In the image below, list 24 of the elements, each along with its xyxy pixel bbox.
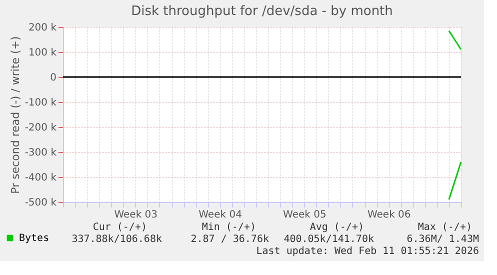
- text: 6.36M/ 1.43M: [406, 234, 479, 245]
- text: 2.87 / 36.76k: [190, 234, 269, 245]
- text: Last update: Wed Feb 11 01:55:21 2026: [256, 246, 479, 257]
- text: Cur (-/+): [92, 222, 147, 233]
- y-tick-label: -100 k: [24, 98, 57, 108]
- chart-title: Disk throughput for /dev/sda - by month: [131, 4, 393, 19]
- x-tick-label: Week 04: [198, 210, 242, 220]
- y-tick-label: 0: [50, 72, 56, 84]
- x-tick-label: Week 05: [283, 210, 326, 220]
- text: Min (-/+): [202, 222, 256, 233]
- text: 337.88k/106.68k: [72, 234, 162, 245]
- x-tick-label: Week 06: [367, 210, 411, 220]
- y-tick-label: -500 k: [24, 198, 57, 208]
- text: Max (-/+): [418, 222, 472, 233]
- y-tick-label: -200 k: [24, 122, 57, 134]
- y-tick-label: 100 k: [28, 48, 57, 58]
- legend-label: Bytes: [19, 233, 50, 244]
- text: 400.05k/141.70k: [284, 234, 374, 245]
- text: Avg (-/+): [310, 222, 364, 233]
- y-tick-label: 200 k: [28, 22, 57, 34]
- y-axis-title: Pr second read (-) / write (+): [8, 36, 22, 194]
- y-tick-label: -300 k: [24, 148, 57, 158]
- y-tick-label: -400 k: [24, 172, 57, 184]
- x-tick-label: Week 03: [114, 210, 158, 220]
